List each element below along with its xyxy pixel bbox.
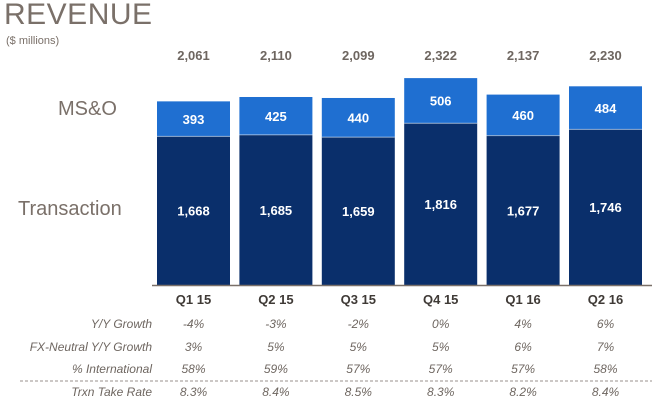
chart-subtitle: ($ millions) bbox=[6, 35, 60, 47]
label-total-2: 2,110 bbox=[260, 48, 292, 63]
table-row-label-1: Y/Y Growth bbox=[91, 317, 152, 331]
label-total-1: 2,061 bbox=[177, 48, 210, 63]
label-total-5: 2,137 bbox=[507, 48, 540, 63]
table-cell-2-5: 6% bbox=[514, 340, 532, 354]
label-mso-4: 506 bbox=[430, 94, 452, 109]
bar-transaction-3 bbox=[321, 137, 395, 285]
table-cell-1-1: -4% bbox=[183, 317, 205, 331]
table-cell-4-2: 8.4% bbox=[262, 385, 290, 399]
table-cell-2-1: 3% bbox=[185, 340, 203, 354]
xtick-label-3: Q3 15 bbox=[341, 292, 376, 307]
bar-mso-5 bbox=[486, 94, 560, 136]
bar-mso-3 bbox=[321, 97, 395, 138]
table-cell-4-6: 8.4% bbox=[592, 385, 620, 399]
legend-transaction: Transaction bbox=[18, 198, 122, 220]
bar-transaction-4 bbox=[404, 123, 478, 285]
table-cell-3-3: 57% bbox=[346, 362, 370, 376]
table-cell-2-3: 5% bbox=[350, 340, 368, 354]
table-cell-1-5: 4% bbox=[514, 317, 532, 331]
xtick-label-4: Q4 15 bbox=[423, 292, 458, 307]
table-cell-4-4: 8.3% bbox=[427, 385, 455, 399]
table-cell-4-1: 8.3% bbox=[180, 385, 208, 399]
table-cell-3-6: 58% bbox=[593, 362, 617, 376]
table-row-label-4: Trxn Take Rate bbox=[71, 385, 152, 399]
label-transaction-1: 1,668 bbox=[177, 204, 210, 219]
label-total-6: 2,230 bbox=[589, 48, 622, 63]
table-cell-3-2: 59% bbox=[264, 362, 288, 376]
table-cell-2-6: 7% bbox=[597, 340, 615, 354]
label-total-4: 2,322 bbox=[424, 48, 457, 63]
table-row-label-3: % International bbox=[72, 362, 152, 376]
table-cell-1-6: 6% bbox=[597, 317, 615, 331]
table-cell-1-2: -3% bbox=[265, 317, 287, 331]
table-cell-3-5: 57% bbox=[511, 362, 535, 376]
table-cell-3-1: 58% bbox=[181, 362, 205, 376]
bar-mso-4 bbox=[404, 78, 478, 124]
label-transaction-4: 1,816 bbox=[424, 197, 457, 212]
bar-mso-2 bbox=[239, 96, 313, 135]
bar-mso-1 bbox=[157, 101, 230, 137]
label-mso-2: 425 bbox=[265, 109, 287, 124]
xtick-label-6: Q2 16 bbox=[588, 292, 623, 307]
table-cell-3-4: 57% bbox=[429, 362, 453, 376]
label-mso-5: 460 bbox=[512, 108, 534, 123]
label-mso-3: 440 bbox=[347, 111, 369, 126]
bar-transaction-2 bbox=[239, 134, 313, 285]
bar-transaction-6 bbox=[569, 129, 642, 285]
label-transaction-5: 1,677 bbox=[507, 203, 540, 218]
xtick-label-5: Q1 16 bbox=[505, 292, 540, 307]
table-cell-1-4: 0% bbox=[432, 317, 450, 331]
table-cell-1-3: -2% bbox=[348, 317, 370, 331]
table-cell-4-3: 8.5% bbox=[345, 385, 373, 399]
label-transaction-3: 1,659 bbox=[342, 204, 375, 219]
label-total-3: 2,099 bbox=[342, 48, 375, 63]
bar-mso-6 bbox=[569, 86, 642, 130]
label-mso-6: 484 bbox=[595, 101, 617, 116]
bar-transaction-5 bbox=[486, 135, 560, 285]
legend-mso: MS&O bbox=[58, 98, 117, 120]
xtick-label-2: Q2 15 bbox=[258, 292, 293, 307]
table-cell-2-4: 5% bbox=[432, 340, 450, 354]
xtick-label-1: Q1 15 bbox=[176, 292, 211, 307]
table-cell-2-2: 5% bbox=[267, 340, 285, 354]
bar-transaction-1 bbox=[157, 136, 230, 285]
table-row-label-2: FX-Neutral Y/Y Growth bbox=[30, 340, 153, 354]
label-transaction-2: 1,685 bbox=[260, 203, 293, 218]
label-mso-1: 393 bbox=[183, 112, 205, 127]
label-transaction-6: 1,746 bbox=[589, 200, 622, 215]
table-cell-4-5: 8.2% bbox=[509, 385, 537, 399]
chart-title: REVENUE bbox=[4, 0, 153, 31]
